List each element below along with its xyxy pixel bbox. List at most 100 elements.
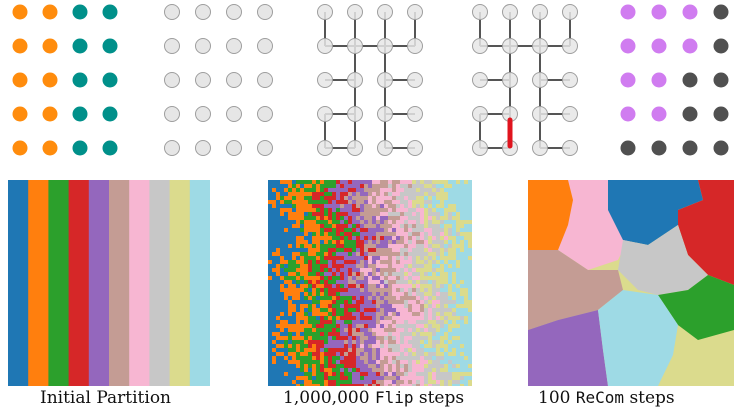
recom-district	[528, 180, 573, 255]
grid-node	[102, 38, 118, 54]
stripe	[28, 180, 49, 386]
grid-node	[651, 106, 667, 122]
grid-node	[651, 140, 667, 156]
initial-partition-stripes	[8, 180, 210, 386]
grid-node	[72, 38, 88, 54]
grid-node	[532, 38, 548, 54]
grid-node	[317, 38, 333, 54]
colored-grid-recombined	[620, 4, 729, 156]
grid-node	[72, 106, 88, 122]
grid-node	[651, 38, 667, 54]
grid-node	[226, 140, 242, 156]
grid-node	[195, 38, 211, 54]
stripe	[169, 180, 191, 386]
grid-node	[713, 72, 729, 88]
grid-node	[713, 38, 729, 54]
grid-node	[226, 38, 242, 54]
flip-cells	[268, 180, 472, 386]
grid-node	[317, 72, 333, 88]
grid-node	[195, 106, 211, 122]
grid-node	[502, 72, 518, 88]
caption-flip-suffix: steps	[418, 388, 465, 408]
grid-node	[317, 140, 333, 156]
grid-node	[102, 72, 118, 88]
colored-grid-initial	[12, 4, 118, 156]
recom-district	[598, 290, 678, 386]
grid-node	[42, 140, 58, 156]
grid-node	[317, 106, 333, 122]
grid-node	[620, 140, 636, 156]
grid-node	[317, 4, 333, 20]
flip-steps-partition	[268, 180, 472, 386]
stripe	[129, 180, 150, 386]
grid-node	[257, 38, 273, 54]
recom-district	[608, 180, 703, 245]
caption-flip-count: 1,000,000	[283, 388, 370, 408]
grid-node	[532, 106, 548, 122]
spanning-tree-grid	[317, 4, 423, 156]
caption-initial-text: Initial Partition	[40, 388, 172, 408]
caption-recom-steps: 100 ReCom steps	[538, 388, 675, 408]
grid-node	[347, 4, 363, 20]
recom-steps-partition	[528, 180, 734, 386]
grid-node	[195, 140, 211, 156]
grid-node	[226, 106, 242, 122]
stripe	[68, 180, 90, 386]
grid-node	[257, 72, 273, 88]
stripe	[88, 180, 110, 386]
grid-node	[407, 38, 423, 54]
grid-node	[164, 72, 180, 88]
stripe	[149, 180, 171, 386]
recom-district	[528, 250, 623, 330]
caption-recom-count: 100	[538, 388, 571, 408]
grid-node	[257, 140, 273, 156]
grid-node	[257, 4, 273, 20]
grid-node	[377, 140, 393, 156]
recom-district	[658, 275, 734, 340]
grid-node	[102, 4, 118, 20]
recom-district	[528, 310, 608, 386]
grid-node	[407, 4, 423, 20]
recom-district	[678, 180, 734, 285]
empty-grid-graph	[164, 4, 273, 156]
stripe	[109, 180, 130, 386]
grid-node	[164, 4, 180, 20]
caption-recom-suffix: steps	[629, 388, 675, 408]
grid-node	[12, 140, 28, 156]
grid-node	[562, 106, 578, 122]
grid-node	[377, 72, 393, 88]
grid-node	[12, 72, 28, 88]
grid-node	[377, 38, 393, 54]
grid-node	[472, 38, 488, 54]
grid-node	[407, 106, 423, 122]
grid-node	[682, 38, 698, 54]
grid-node	[42, 72, 58, 88]
grid-node	[682, 4, 698, 20]
grid-node	[472, 4, 488, 20]
grid-node	[347, 38, 363, 54]
grid-node	[72, 72, 88, 88]
grid-node	[377, 106, 393, 122]
grid-node	[562, 4, 578, 20]
grid-node	[164, 38, 180, 54]
grid-node	[562, 140, 578, 156]
stripe	[48, 180, 70, 386]
grid-node	[407, 140, 423, 156]
grid-node	[713, 4, 729, 20]
grid-node	[12, 4, 28, 20]
grid-node	[257, 106, 273, 122]
caption-recom-word: ReCom	[575, 388, 625, 407]
grid-node	[502, 4, 518, 20]
grid-node	[377, 4, 393, 20]
grid-node	[164, 140, 180, 156]
caption-flip-steps: 1,000,000 Flip steps	[283, 388, 464, 408]
recom-district	[618, 225, 708, 295]
grid-node	[347, 140, 363, 156]
grid-node	[102, 140, 118, 156]
caption-flip-word: Flip	[374, 388, 414, 407]
caption-initial-partition: Initial Partition	[40, 388, 171, 408]
grid-node	[12, 38, 28, 54]
grid-node	[682, 72, 698, 88]
grid-node	[42, 38, 58, 54]
grid-node	[532, 72, 548, 88]
